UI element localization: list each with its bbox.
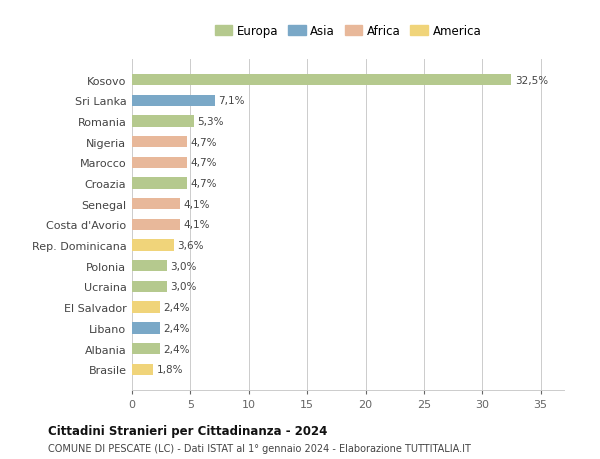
Text: 5,3%: 5,3% (197, 117, 224, 127)
Bar (132, 323, 160, 334)
Bar (132, 199, 180, 210)
Text: 4,7%: 4,7% (190, 158, 217, 168)
Text: COMUNE DI PESCATE (LC) - Dati ISTAT al 1° gennaio 2024 - Elaborazione TUTTITALIA: COMUNE DI PESCATE (LC) - Dati ISTAT al 1… (48, 443, 471, 453)
Legend: Europa, Asia, Africa, America: Europa, Asia, Africa, America (212, 22, 484, 40)
Text: 2,4%: 2,4% (164, 323, 190, 333)
Text: Cittadini Stranieri per Cittadinanza - 2024: Cittadini Stranieri per Cittadinanza - 2… (48, 424, 328, 437)
Bar (132, 157, 187, 168)
Text: 3,0%: 3,0% (170, 261, 197, 271)
Text: 2,4%: 2,4% (164, 302, 190, 313)
Bar (132, 364, 153, 375)
Bar (132, 343, 160, 354)
Bar (132, 240, 174, 251)
Bar (132, 95, 215, 106)
Text: 3,6%: 3,6% (178, 241, 204, 251)
Text: 4,7%: 4,7% (190, 179, 217, 189)
Text: 4,7%: 4,7% (190, 137, 217, 147)
Bar (132, 261, 167, 272)
Text: 4,1%: 4,1% (184, 199, 210, 209)
Bar (132, 75, 511, 86)
Text: 7,1%: 7,1% (218, 96, 245, 106)
Bar (132, 281, 167, 292)
Bar (132, 137, 187, 148)
Text: 1,8%: 1,8% (157, 364, 183, 375)
Bar (132, 302, 160, 313)
Bar (132, 178, 187, 189)
Text: 32,5%: 32,5% (515, 75, 548, 85)
Text: 2,4%: 2,4% (164, 344, 190, 354)
Bar (132, 116, 194, 127)
Text: 3,0%: 3,0% (170, 282, 197, 292)
Bar (132, 219, 180, 230)
Text: 4,1%: 4,1% (184, 220, 210, 230)
